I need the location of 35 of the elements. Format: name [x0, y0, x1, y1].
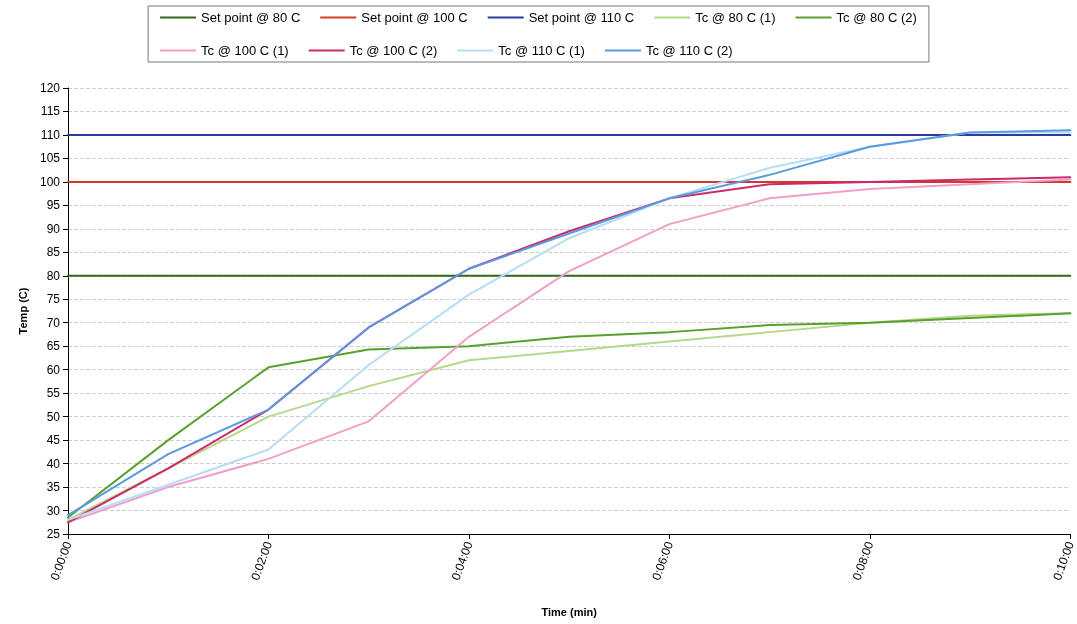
x-tick-label: 0:10:00 — [1050, 539, 1077, 583]
x-axis-title: Time (min) — [541, 605, 598, 618]
legend-label: Tc @ 80 C (2) — [836, 10, 917, 25]
x-tick-label: 0:00:00 — [47, 539, 75, 583]
y-tick-label: 25 — [46, 527, 61, 541]
x-tick-label: 0:04:00 — [448, 539, 476, 583]
y-tick-label: 80 — [46, 268, 61, 283]
y-tick-label: 30 — [46, 503, 61, 518]
legend-label: Set point @ 80 C — [201, 10, 301, 25]
x-tick-label: 0:08:00 — [849, 539, 877, 583]
legend-label: Set point @ 110 C — [528, 10, 635, 25]
y-tick-label: 85 — [46, 245, 61, 260]
y-tick-label: 95 — [46, 198, 61, 213]
legend-label: Set point @ 100 C — [361, 10, 468, 25]
y-tick-label: 105 — [39, 151, 61, 166]
y-tick-label: 70 — [46, 315, 61, 330]
y-tick-label: 120 — [39, 81, 61, 95]
y-tick-label: 35 — [46, 480, 61, 495]
y-axis-title: Temp (C) — [16, 287, 29, 335]
legend-label: Tc @ 80 C (1) — [695, 10, 776, 25]
legend-label: Tc @ 110 C (2) — [645, 43, 733, 58]
y-tick-label: 55 — [46, 386, 61, 401]
y-tick-label: 100 — [39, 174, 61, 189]
y-tick-label: 75 — [46, 292, 61, 307]
legend-label: Tc @ 100 C (2) — [349, 43, 438, 58]
y-tick-label: 115 — [40, 104, 61, 119]
y-tick-label: 45 — [46, 433, 61, 448]
y-tick-label: 110 — [40, 127, 61, 142]
y-tick-label: 65 — [46, 339, 61, 354]
legend-label: Tc @ 100 C (1) — [201, 43, 289, 58]
legend-label: Tc @ 110 C (1) — [498, 43, 585, 58]
y-tick-label: 60 — [46, 362, 61, 377]
y-tick-label: 50 — [46, 409, 61, 424]
y-tick-label: 40 — [46, 456, 61, 471]
y-tick-label: 90 — [46, 221, 61, 236]
